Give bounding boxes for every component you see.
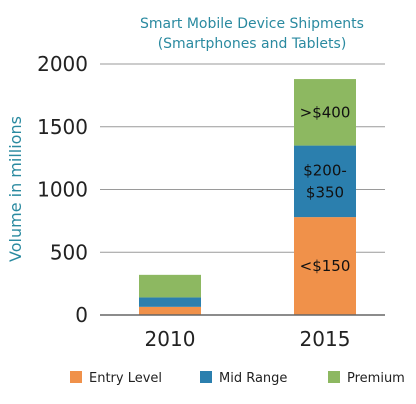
bars [139,79,356,315]
legend-label-entry-level: Entry Level [89,371,162,386]
segment-labels: <$150 $200- $350 >$400 [300,103,351,275]
y-tick-label: 0 [75,303,88,327]
y-tick-labels: 0 500 1000 1500 2000 [37,52,88,327]
y-axis-label: Volume in millions [6,116,25,262]
legend-label-mid-range: Mid Range [219,371,287,386]
segment-label: $350 [306,183,344,201]
y-tick-label: 1500 [37,115,88,139]
legend-swatch-mid-range [200,371,212,383]
chart-title-line-2: (Smartphones and Tablets) [158,36,347,52]
bar-2010-mid-range [139,297,201,307]
chart-title: Smart Mobile Device Shipments (Smartphon… [140,16,364,52]
x-tick-label: 2010 [145,327,196,351]
x-tick-labels: 2010 2015 [145,327,351,351]
y-tick-label: 500 [50,240,88,264]
chart-title-line-1: Smart Mobile Device Shipments [140,16,364,32]
x-tick-label: 2015 [300,327,351,351]
bar-2010-premium [139,274,201,298]
segment-label: >$400 [300,103,351,121]
segment-label: <$150 [300,257,351,275]
bar-2015-premium [294,79,356,146]
segment-label: $200- [303,161,347,179]
legend-swatch-premium [328,371,340,383]
bar-2010-entry-level [139,306,201,315]
legend-label-premium: Premium [347,371,405,386]
y-tick-label: 1000 [37,178,88,202]
bar-2015-entry-level [294,217,356,315]
legend: Entry Level Mid Range Premium [70,371,405,386]
bar-2015-mid-range [294,145,356,218]
y-tick-label: 2000 [37,52,88,76]
legend-swatch-entry-level [70,371,82,383]
